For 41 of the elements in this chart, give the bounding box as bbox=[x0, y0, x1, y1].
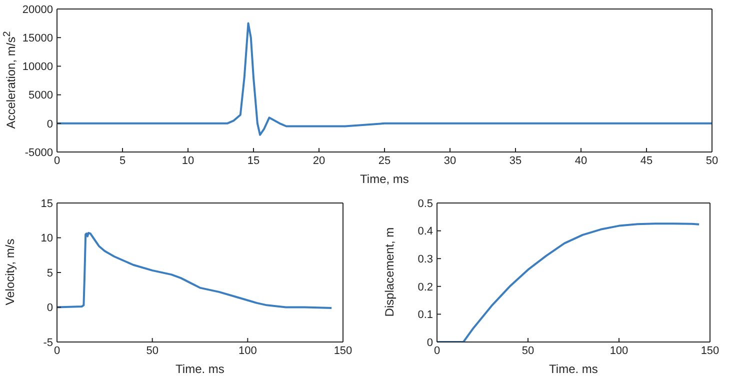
line-series bbox=[437, 222, 700, 342]
y-tick-label: -5000 bbox=[24, 146, 53, 159]
x-tick-label: 30 bbox=[444, 154, 456, 167]
x-tick-label: 100 bbox=[238, 344, 257, 357]
y-tick-label: 0.4 bbox=[418, 226, 433, 238]
y-tick-label: 10000 bbox=[22, 61, 53, 74]
y-tick-label: 0.5 bbox=[418, 198, 433, 210]
x-axis-title: Time. ms bbox=[174, 362, 226, 376]
x-tick-label: 5 bbox=[119, 154, 126, 167]
y-tick-label: 0.3 bbox=[418, 254, 433, 266]
y-axis-title: Displacement, m bbox=[383, 227, 397, 317]
x-tick-label: 40 bbox=[574, 154, 588, 167]
x-tick-label: 45 bbox=[640, 154, 653, 167]
x-tick-label: 10 bbox=[182, 154, 194, 167]
y-tick-label: 0 bbox=[46, 302, 53, 314]
y-axis-title: Velocity, m/s bbox=[3, 238, 17, 306]
y-tick-label: 15 bbox=[40, 198, 53, 210]
x-tick-label: 50 bbox=[146, 344, 158, 357]
y-tick-label: 0 bbox=[426, 336, 433, 349]
x-tick-label: 100 bbox=[610, 344, 628, 357]
x-axis-title: Time. ms bbox=[548, 362, 599, 376]
y-tick-label: 5000 bbox=[28, 90, 53, 102]
y-tick-label: -5 bbox=[43, 336, 53, 349]
y-tick-label: 5 bbox=[46, 267, 53, 280]
y-tick-label: 0 bbox=[46, 118, 53, 130]
x-tick-label: 150 bbox=[334, 344, 352, 357]
x-tick-label: 35 bbox=[509, 154, 522, 167]
x-tick-label: 25 bbox=[378, 154, 391, 167]
x-tick-label: 150 bbox=[700, 344, 720, 357]
x-axis-title: Time, ms bbox=[359, 172, 410, 186]
x-tick-label: 50 bbox=[522, 344, 534, 357]
y-tick-label: 0.2 bbox=[418, 281, 433, 294]
y-tick-label: 15000 bbox=[22, 32, 53, 45]
y-tick-label: 10 bbox=[40, 232, 53, 245]
x-tick-label: 15 bbox=[247, 154, 260, 167]
x-tick-label: 50 bbox=[706, 154, 718, 167]
y-tick-label: 20000 bbox=[22, 4, 53, 16]
x-tick-label: 20 bbox=[312, 154, 326, 167]
line-series bbox=[57, 22, 712, 136]
line-series bbox=[57, 232, 333, 309]
y-tick-label: 0.1 bbox=[418, 309, 433, 322]
